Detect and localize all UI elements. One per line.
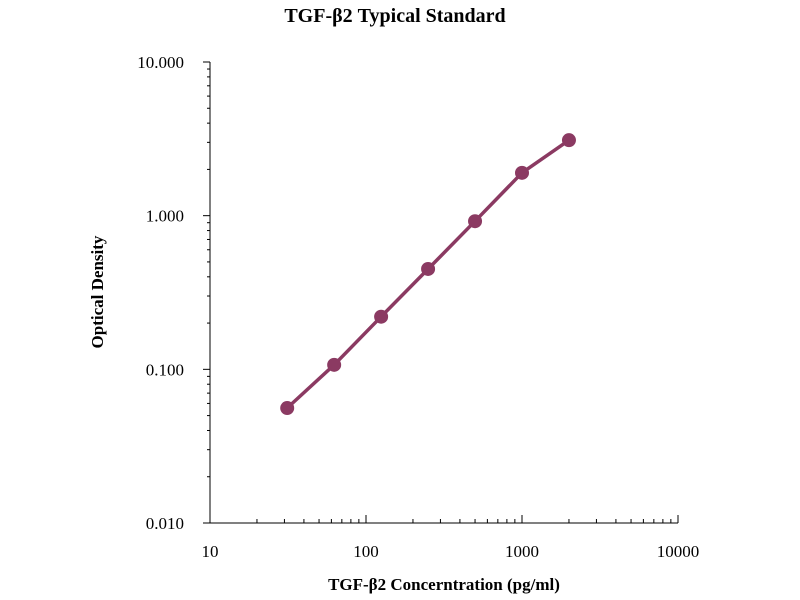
y-axis-label: Optical Density [88,235,107,348]
y-tick-label: 10.000 [137,53,184,72]
y-axis-ticks: 0.010 0.100 1.000 10.000 [137,53,210,533]
chart-title: TGF-β2 Typical Standard [284,5,505,27]
data-point [561,133,576,148]
data-point [421,261,436,276]
data-point [468,214,483,229]
x-tick-label: 1000 [505,542,539,561]
data-point [280,401,295,416]
x-tick-label: 100 [353,542,379,561]
y-tick-label: 0.100 [146,360,184,379]
x-tick-label: 10 [202,542,219,561]
data-point [374,309,389,324]
data-point [515,165,529,180]
x-tick-label: 10000 [657,542,700,561]
x-axis-label: TGF-β2 Concerntration (pg/ml) [328,575,560,594]
y-tick-label: 1.000 [146,207,184,226]
x-axis-ticks: 10 100 1000 10000 [202,515,700,561]
data-point [327,357,342,372]
series-layer [280,133,576,416]
axes [209,62,678,524]
y-tick-label: 0.010 [146,514,184,533]
